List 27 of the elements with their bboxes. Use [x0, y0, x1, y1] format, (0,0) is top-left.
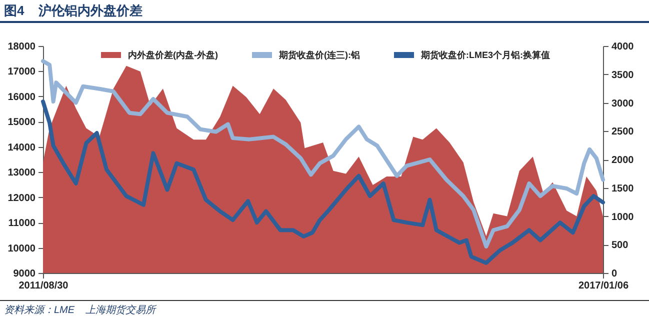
y2-tick-label: 1000	[612, 212, 634, 223]
y-tick-label: 11000	[8, 218, 36, 230]
y2-tick-label: 2000	[612, 155, 634, 166]
y2-tick-label: 500	[612, 240, 629, 252]
x-tick-label: 2011/08/30	[18, 280, 69, 292]
y-tick-label: 15000	[8, 117, 36, 128]
y-tick-label: 16000	[8, 92, 36, 103]
y2-tick-label: 0	[612, 268, 618, 280]
text: 资料来源：LME 上海期货交易所	[4, 304, 156, 317]
y-tick-label: 18000	[8, 42, 36, 52]
y-tick-label: 10000	[8, 243, 36, 254]
y-tick-label: 13000	[8, 168, 36, 179]
legend-label: 内外盘价差(内盘-外盘)	[128, 50, 218, 60]
y2-tick-label: 4000	[612, 42, 634, 52]
legend-label: 期货收盘价(连三):铝	[278, 50, 360, 60]
y-tick-label: 9000	[13, 268, 36, 280]
line-series	[41, 99, 605, 265]
y2-tick-label: 3500	[612, 70, 634, 81]
y2-tick-label: 3000	[612, 98, 634, 110]
legend-label: 期货收盘价:LME3个月铝:换算值	[420, 50, 550, 60]
y-tick-label: 12000	[8, 192, 36, 204]
y-tick-label: 14000	[8, 142, 36, 154]
x-tick-label: 2017/01/06	[578, 280, 629, 292]
y2-tick-label: 2500	[612, 126, 634, 138]
chart-title: 图4 沪伦铝内外盘价差	[4, 2, 143, 20]
y-tick-label: 17000	[8, 66, 36, 78]
y2-tick-label: 1500	[612, 183, 634, 194]
